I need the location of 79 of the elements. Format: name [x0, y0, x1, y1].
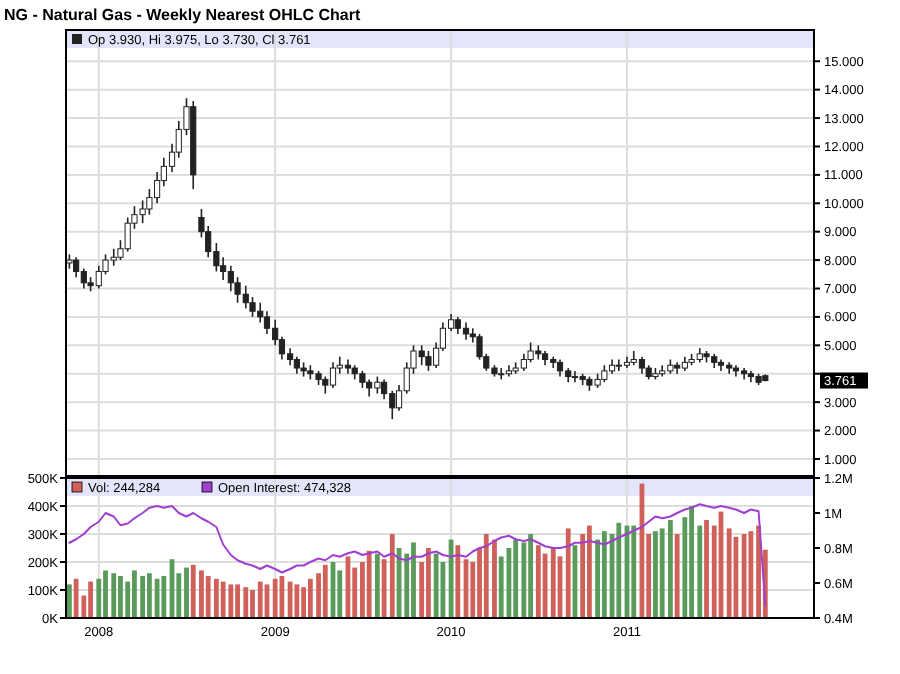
bar	[667, 520, 673, 618]
line-series	[68, 503, 767, 607]
bar	[631, 525, 637, 618]
bar	[287, 581, 293, 618]
bar	[587, 525, 592, 618]
candlestick	[527, 341, 534, 364]
bar	[213, 578, 219, 618]
bar	[184, 567, 189, 618]
chart-title: NG - Natural Gas - Weekly Nearest OHLC Chart	[4, 6, 361, 24]
bar	[205, 576, 211, 618]
bar	[161, 576, 167, 618]
candlestick	[380, 378, 388, 401]
bar	[337, 570, 343, 618]
bar	[272, 578, 278, 618]
bar	[118, 576, 123, 618]
bar	[492, 539, 497, 618]
bar	[616, 522, 622, 618]
bar	[235, 584, 240, 618]
bar	[366, 550, 372, 618]
bar	[190, 564, 196, 618]
bar	[103, 570, 108, 618]
bar	[88, 581, 93, 618]
bar	[440, 562, 446, 618]
bar	[66, 584, 72, 618]
bar	[483, 534, 489, 618]
bar	[455, 545, 461, 618]
bar	[513, 539, 519, 618]
bar	[257, 581, 263, 618]
bar	[111, 573, 117, 618]
candlestick	[425, 350, 432, 372]
bar	[674, 534, 680, 618]
candlestick	[389, 389, 396, 420]
candlestick	[418, 344, 425, 367]
bar	[528, 534, 534, 618]
bar	[498, 556, 504, 618]
bar	[140, 576, 146, 618]
candlestick	[73, 256, 80, 278]
bar	[199, 570, 204, 618]
bar	[96, 578, 102, 618]
bar	[756, 525, 761, 618]
bar	[433, 553, 439, 618]
candlestick	[329, 361, 337, 389]
bar	[426, 548, 431, 618]
bar	[601, 531, 607, 618]
bar	[689, 506, 694, 618]
bar	[565, 528, 571, 618]
bar	[521, 542, 527, 618]
candlestick	[263, 310, 271, 335]
candlestick	[80, 267, 87, 290]
bar	[389, 534, 395, 618]
bar	[550, 548, 556, 618]
bar	[653, 531, 658, 618]
bar	[250, 590, 255, 618]
bar	[580, 534, 586, 618]
bar	[146, 573, 152, 618]
bar	[535, 545, 541, 618]
bar	[748, 531, 754, 618]
bar	[741, 534, 747, 618]
candlestick	[571, 370, 579, 384]
bar	[228, 584, 234, 618]
candlestick	[242, 284, 249, 310]
bar	[243, 587, 249, 618]
bar	[316, 573, 321, 618]
bar	[294, 584, 300, 618]
bar	[220, 581, 226, 618]
bar	[374, 553, 380, 618]
candlestick	[110, 247, 117, 267]
bar	[307, 578, 313, 618]
bar	[132, 570, 137, 618]
bar	[411, 542, 416, 618]
candlestick	[498, 367, 505, 381]
bar	[301, 587, 307, 618]
bar	[322, 564, 328, 618]
bar	[659, 528, 665, 618]
bar	[595, 539, 600, 618]
bar	[726, 528, 732, 618]
bar	[73, 578, 79, 618]
candlestick	[615, 358, 622, 372]
bar	[704, 520, 709, 618]
